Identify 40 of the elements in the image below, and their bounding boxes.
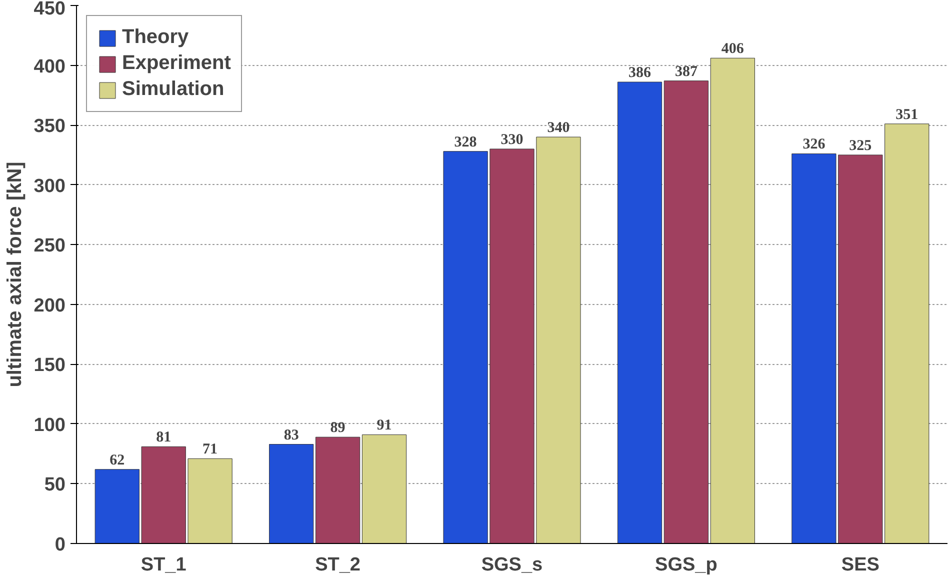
- data-label: 71: [202, 442, 218, 458]
- data-label: 328: [454, 134, 477, 150]
- data-label: 386: [628, 65, 652, 82]
- data-label: 81: [156, 430, 172, 446]
- y-tick-label: 350: [34, 116, 66, 138]
- data-label: 406: [721, 41, 744, 58]
- y-tick-label: 250: [34, 236, 66, 257]
- y-tick-label: 100: [34, 414, 66, 436]
- data-label: 387: [674, 64, 698, 80]
- y-tick-label: 50: [44, 474, 66, 496]
- legend-label: Experiment: [122, 52, 231, 75]
- y-tick-label: 300: [34, 176, 66, 197]
- data-label: 91: [376, 418, 392, 434]
- bar: [362, 434, 407, 544]
- legend-label: Simulation: [122, 78, 224, 101]
- y-tick-label: 150: [34, 355, 66, 376]
- y-tick-label: 450: [34, 0, 66, 20]
- y-tick-label: 0: [54, 534, 66, 556]
- data-label: 326: [802, 136, 826, 153]
- data-label: 62: [110, 452, 125, 468]
- x-tick-label: ST_1: [140, 554, 187, 576]
- y-axis-title: ultimate axial force [kN]: [4, 162, 26, 388]
- bar: [664, 80, 709, 544]
- y-tick-label: 400: [34, 56, 66, 78]
- data-label: 330: [500, 132, 524, 148]
- x-tick-label: SGS_s: [481, 554, 543, 576]
- x-tick-label: SES: [841, 554, 880, 576]
- data-label: 351: [896, 106, 918, 123]
- legend-label: Theory: [122, 26, 189, 49]
- y-tick-label: 200: [34, 295, 66, 316]
- bar: [617, 82, 662, 544]
- x-tick-label: SGS_p: [655, 554, 718, 576]
- bar: [269, 444, 314, 544]
- bar: [315, 436, 360, 544]
- x-tick-label: ST_2: [315, 554, 361, 576]
- data-label: 325: [849, 138, 872, 154]
- data-label: 340: [547, 120, 570, 136]
- data-label: 89: [330, 420, 346, 436]
- bar: [710, 58, 755, 544]
- data-label: 83: [284, 427, 299, 444]
